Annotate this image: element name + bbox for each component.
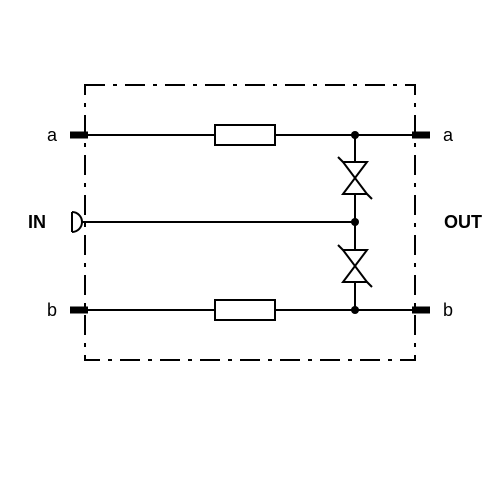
resistor-top — [215, 125, 275, 145]
resistor-bottom — [215, 300, 275, 320]
label-out: OUT — [444, 212, 482, 232]
label-a-right: a — [443, 125, 454, 145]
circuit-diagram: a a b b IN OUT — [0, 0, 500, 500]
label-a-left: a — [47, 125, 58, 145]
label-b-left: b — [47, 300, 57, 320]
label-in: IN — [28, 212, 46, 232]
tvs-diode-upper — [338, 157, 372, 199]
tvs-diode-lower — [338, 245, 372, 287]
label-b-right: b — [443, 300, 453, 320]
